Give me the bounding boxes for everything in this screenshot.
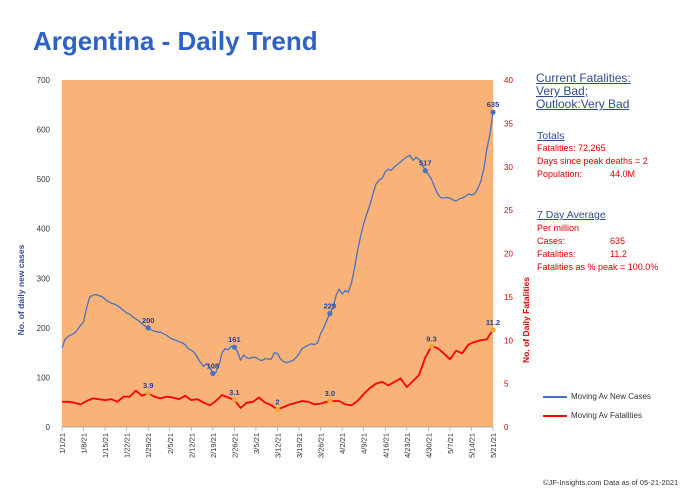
right-axis-ticks: 0 5 10 15 20 25 30 35 40 bbox=[504, 76, 513, 432]
per-million-label: Per million bbox=[537, 223, 580, 233]
totals-population: Population: 44.0M bbox=[537, 168, 648, 181]
x-tick-label: 4/2/21 bbox=[338, 433, 347, 454]
x-tick-label: 4/30/21 bbox=[424, 433, 433, 458]
x-tick-label: 1/22/21 bbox=[123, 433, 132, 458]
cases-data-label: 635 bbox=[487, 100, 500, 109]
x-tick-label: 5/7/21 bbox=[446, 433, 455, 454]
cases-line bbox=[61, 112, 494, 375]
left-tick-label: 300 bbox=[37, 274, 51, 283]
right-tick-label: 0 bbox=[504, 423, 509, 432]
x-tick-label: 3/19/21 bbox=[295, 433, 304, 458]
cases-data-label: 229 bbox=[324, 301, 337, 310]
cases-row: Cases: 635 bbox=[537, 235, 677, 248]
fatalities-marker bbox=[327, 398, 333, 404]
totals-days-since-peak: Days since peak deaths = 2 bbox=[537, 156, 648, 166]
left-tick-label: 700 bbox=[37, 76, 51, 85]
status-line-3: Outlook:Very Bad bbox=[536, 97, 630, 111]
x-tick-label: 2/12/21 bbox=[187, 433, 196, 458]
x-tick-label: 3/12/21 bbox=[274, 433, 283, 458]
right-tick-label: 20 bbox=[504, 250, 513, 259]
series-layer: 200 108 161 229 517 635 3.9 3.1 2 3.0 9.3 11.2 bbox=[61, 100, 500, 413]
x-tick-label: 2/5/21 bbox=[166, 433, 175, 454]
x-tick-label: 4/16/21 bbox=[381, 433, 390, 458]
seven-day-block: Per million Cases: 635 Fatalities: 11.2 … bbox=[537, 222, 677, 274]
fatalities-marker bbox=[428, 343, 435, 349]
x-tick-label: 3/5/21 bbox=[252, 433, 261, 454]
fatalities-row: Fatalities: 11.2 bbox=[537, 248, 677, 261]
x-tick-label: 1/1/21 bbox=[58, 433, 67, 454]
right-tick-label: 15 bbox=[504, 293, 513, 302]
totals-heading: Totals bbox=[537, 130, 565, 142]
cases-marker bbox=[210, 370, 216, 377]
fatalities-pct-peak: Fatalities as % peak = 100.0% bbox=[537, 262, 659, 272]
left-axis-ticks: 0 100 200 300 400 500 600 700 bbox=[37, 76, 51, 432]
right-tick-label: 40 bbox=[504, 76, 513, 85]
legend-swatch-fatalities bbox=[543, 415, 567, 417]
x-tick-label: 4/9/21 bbox=[360, 433, 369, 454]
left-tick-label: 400 bbox=[37, 225, 51, 234]
cases-marker bbox=[145, 325, 151, 331]
totals-block: Fatalities: 72,265 Days since peak death… bbox=[537, 142, 648, 181]
right-tick-label: 35 bbox=[504, 119, 513, 128]
fatalities-data-label: 3.1 bbox=[229, 388, 239, 397]
x-tick-label: 1/15/21 bbox=[101, 433, 110, 458]
fatalities-label: Fatalities: bbox=[537, 249, 576, 259]
cases-marker bbox=[422, 168, 428, 174]
x-tick-label: 2/19/21 bbox=[209, 433, 218, 458]
x-tick-label: 2/26/21 bbox=[230, 433, 239, 458]
chart-title: Argentina - Daily Trend bbox=[33, 26, 318, 56]
cases-marker bbox=[490, 109, 496, 115]
y2-axis-label: No. of Daily Fatalities bbox=[521, 277, 531, 363]
left-tick-label: 0 bbox=[46, 423, 51, 432]
left-tick-label: 200 bbox=[37, 324, 51, 333]
totals-fatalities: Fatalities: 72,265 bbox=[537, 143, 606, 153]
left-tick-label: 500 bbox=[37, 175, 51, 184]
fatalities-marker bbox=[231, 397, 237, 403]
right-tick-label: 10 bbox=[504, 336, 513, 345]
x-axis-ticks: 1/1/21 1/8/21 1/15/21 1/22/21 1/29/21 2/5/21 2… bbox=[58, 427, 498, 458]
cases-data-label: 161 bbox=[228, 335, 241, 344]
x-tick-label: 3/26/21 bbox=[317, 433, 326, 458]
cases-data-label: 200 bbox=[142, 316, 155, 325]
status-line-2: Very Bad; bbox=[536, 84, 589, 98]
cases-label: Cases: bbox=[537, 236, 566, 246]
legend-label-fatalities: Moving Av Fatalities bbox=[571, 411, 642, 420]
population-value: 44.0M bbox=[610, 169, 636, 179]
fatalities-marker bbox=[145, 390, 151, 396]
x-tick-label: 4/23/21 bbox=[403, 433, 412, 458]
fatalities-marker bbox=[490, 327, 496, 333]
cases-data-label: 517 bbox=[419, 159, 432, 168]
status-line-1: Current Fatalities: bbox=[536, 71, 631, 85]
plot-area bbox=[62, 80, 493, 427]
x-tick-label: 1/29/21 bbox=[144, 433, 153, 458]
fatalities-data-label: 3.0 bbox=[325, 389, 335, 398]
x-tick-label: 5/14/21 bbox=[467, 433, 476, 458]
fatalities-data-label: 11.2 bbox=[486, 318, 500, 327]
cases-marker bbox=[231, 344, 237, 350]
left-tick-label: 100 bbox=[37, 373, 51, 382]
fatalities-data-label: 9.3 bbox=[426, 334, 436, 343]
fatalities-value: 11.2 bbox=[610, 249, 627, 259]
x-tick-label: 5/21/21 bbox=[489, 433, 498, 458]
fatalities-data-label: 2 bbox=[275, 398, 279, 407]
right-tick-label: 25 bbox=[504, 206, 513, 215]
legend-label-cases: Moving Av New Cases bbox=[571, 392, 651, 401]
y-axis-label: No. of daily new cases bbox=[16, 244, 26, 335]
cases-data-label: 108 bbox=[207, 361, 220, 370]
right-tick-label: 30 bbox=[504, 163, 513, 172]
cases-marker bbox=[327, 310, 333, 317]
population-label: Population: bbox=[537, 169, 583, 179]
fatalities-data-label: 3.9 bbox=[143, 381, 153, 390]
footer-credit: ©JF-Insights.com Data as of 05-21-2021 bbox=[543, 478, 679, 487]
legend-swatch-cases bbox=[543, 396, 567, 398]
fatality-status: Current Fatalities: Very Bad; Outlook:Ve… bbox=[536, 72, 631, 111]
x-tick-label: 1/8/21 bbox=[80, 433, 89, 454]
cases-value: 635 bbox=[610, 236, 626, 246]
fatalities-marker bbox=[274, 407, 281, 413]
left-tick-label: 600 bbox=[37, 126, 51, 135]
right-tick-label: 5 bbox=[504, 380, 509, 389]
seven-day-heading: 7 Day Average bbox=[537, 209, 606, 221]
